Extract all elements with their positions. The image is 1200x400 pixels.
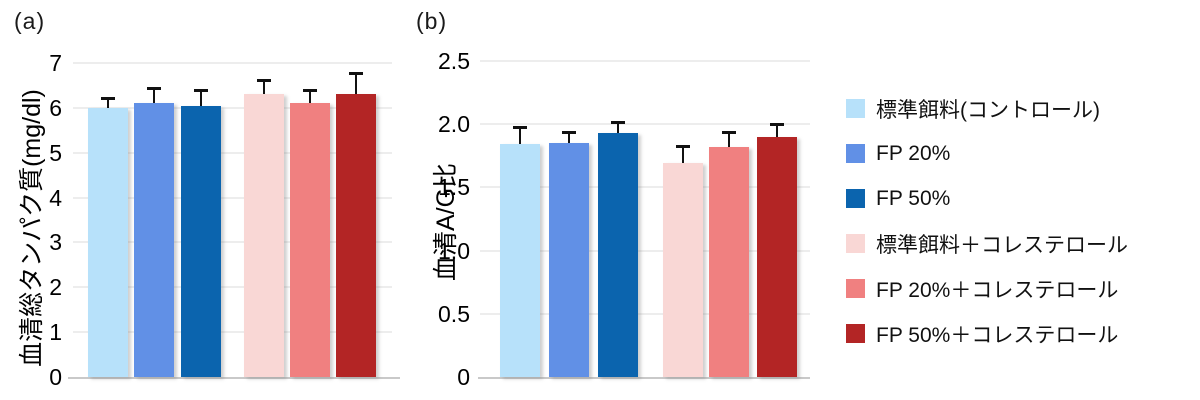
- legend-item: FP 20%: [846, 131, 1128, 176]
- x-axis-line: [478, 377, 810, 379]
- error-bar-cap: [147, 87, 161, 91]
- legend-swatch: [846, 234, 865, 253]
- legend-label: FP 20%＋コレステロール: [876, 278, 1119, 302]
- legend-swatch: [846, 324, 865, 343]
- bar: [88, 107, 128, 377]
- y-tick-label: 3: [49, 229, 62, 256]
- y-axis-title-b: 血清A/G比: [432, 162, 460, 282]
- gridline: [480, 186, 810, 189]
- error-bar: [355, 74, 357, 95]
- error-bar: [200, 91, 202, 106]
- y-tick-label: 0.5: [438, 300, 470, 327]
- y-tick-label: 1: [49, 319, 62, 346]
- panel-label-b: (b): [416, 8, 448, 34]
- legend-label: FP 20%: [876, 141, 951, 165]
- error-bar-cap: [349, 72, 363, 76]
- error-bar-cap: [101, 96, 115, 100]
- legend-item: 標準餌料(コントロール): [846, 86, 1128, 131]
- plot-area-b: [478, 60, 810, 379]
- legend-label: FP 50%＋コレステロール: [876, 323, 1119, 347]
- error-bar-cap: [770, 123, 784, 127]
- error-bar: [519, 128, 521, 145]
- y-tick-label: 5: [49, 139, 62, 166]
- error-bar-cap: [194, 89, 208, 93]
- bar: [244, 94, 284, 377]
- error-bar: [682, 146, 684, 164]
- bar: [757, 136, 797, 377]
- y-tick-label: 1.5: [438, 174, 470, 201]
- bar: [134, 103, 174, 377]
- legend-swatch: [846, 99, 865, 118]
- y-tick-label: 2.0: [438, 111, 470, 138]
- y-tick-label: 6: [49, 94, 62, 121]
- y-tick-label: 2: [49, 274, 62, 301]
- y-tick-label: 2.5: [438, 48, 470, 74]
- legend-item: 標準餌料＋コレステロール: [846, 221, 1128, 266]
- legend-item: FP 50%: [846, 176, 1128, 221]
- error-bar: [617, 122, 619, 134]
- error-bar: [263, 80, 265, 95]
- y-tick-label: 4: [49, 184, 62, 211]
- error-bar: [568, 133, 570, 144]
- gridline: [73, 241, 392, 244]
- error-bar-cap: [722, 131, 736, 135]
- panel-label-a: (a): [14, 8, 46, 34]
- gridline: [480, 249, 810, 252]
- legend-swatch: [846, 279, 865, 298]
- legend-label: FP 50%: [876, 186, 951, 210]
- gridline: [480, 60, 810, 62]
- plot-area-a: [68, 62, 400, 379]
- error-bar-cap: [611, 120, 625, 124]
- error-bar-cap: [303, 89, 317, 93]
- legend-label: 標準餌料＋コレステロール: [876, 233, 1128, 257]
- error-bar: [728, 133, 730, 147]
- error-bar: [107, 98, 109, 108]
- gridline: [73, 106, 392, 109]
- bar: [549, 143, 589, 377]
- error-bar-cap: [676, 144, 690, 148]
- legend-swatch: [846, 144, 865, 163]
- bar: [181, 105, 221, 377]
- bar: [709, 146, 749, 377]
- error-bar: [153, 89, 155, 104]
- error-bar-cap: [513, 126, 527, 129]
- error-bar-cap: [257, 78, 271, 82]
- legend-label: 標準餌料(コントロール): [876, 98, 1100, 122]
- gridline: [73, 196, 392, 199]
- y-tick-label: 7: [49, 50, 62, 76]
- bar: [598, 133, 638, 377]
- bar: [336, 94, 376, 377]
- gridline: [73, 151, 392, 154]
- gridline: [73, 62, 392, 64]
- legend-item: FP 50%＋コレステロール: [846, 311, 1128, 356]
- bar: [500, 144, 540, 377]
- bar: [290, 103, 330, 377]
- y-tick-label: 0: [49, 364, 62, 390]
- legend: 標準餌料(コントロール) FP 20% FP 50% 標準餌料＋コレステロール FP 2…: [846, 86, 1128, 356]
- gridline: [73, 286, 392, 289]
- legend-swatch: [846, 189, 865, 208]
- error-bar: [309, 91, 311, 104]
- error-bar: [776, 125, 778, 137]
- y-tick-label: 1.0: [438, 237, 470, 264]
- bar: [663, 163, 703, 377]
- y-tick-label: 0: [457, 364, 470, 390]
- legend-item: FP 20%＋コレステロール: [846, 266, 1128, 311]
- error-bar-cap: [562, 131, 576, 135]
- gridline: [73, 331, 392, 334]
- gridline: [480, 123, 810, 126]
- x-axis-line: [68, 377, 400, 379]
- gridline: [480, 312, 810, 315]
